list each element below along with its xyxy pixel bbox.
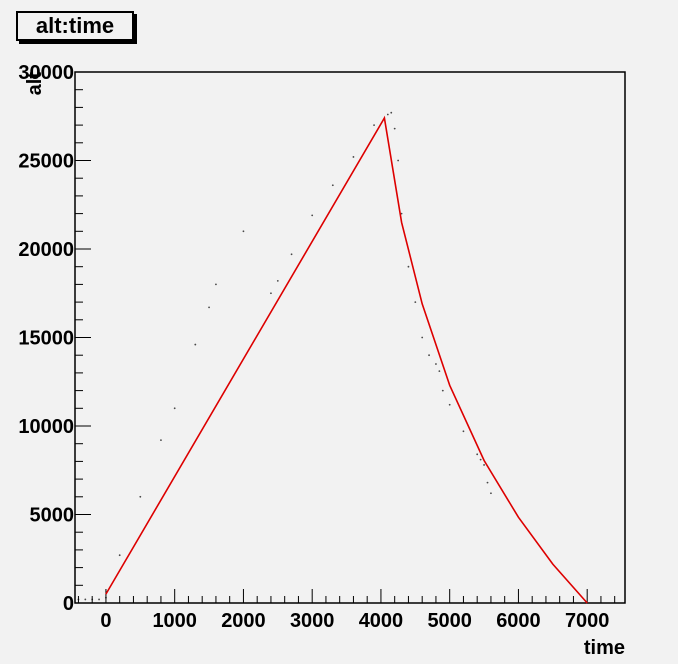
data-point (462, 430, 465, 433)
data-point (483, 464, 485, 466)
data-point (77, 598, 80, 601)
y-axis-label: alt (24, 72, 46, 96)
x-tick-label: 2000 (221, 610, 266, 632)
data-point (428, 354, 430, 357)
x-tick-label: 1000 (152, 610, 197, 632)
data-point (98, 598, 100, 601)
x-axis-ticks: 0 1000 2000 3000 4000 5000 6000 7000 (77, 589, 616, 632)
data-point (352, 156, 355, 158)
data-point (331, 184, 334, 187)
y-tick-label: 15000 (18, 328, 74, 350)
data-point (414, 301, 417, 303)
data-point (476, 453, 479, 456)
data-point (215, 283, 217, 286)
data-point (390, 111, 393, 114)
data-point (438, 370, 441, 373)
data-point (139, 495, 142, 498)
data-point (311, 214, 314, 217)
data-point (486, 481, 489, 484)
data-point (393, 127, 396, 130)
x-tick-label: 6000 (496, 610, 541, 632)
x-tick-label: 7000 (565, 610, 610, 632)
data-point (435, 363, 437, 365)
data-point (118, 554, 121, 557)
data-point (386, 113, 389, 116)
data-point (208, 306, 210, 309)
series-layer (77, 111, 588, 604)
data-point (490, 492, 492, 495)
data-point (479, 458, 482, 461)
data-point (448, 403, 451, 406)
x-tick-label: 4000 (359, 610, 404, 632)
fit-line (105, 115, 588, 604)
data-point (91, 598, 94, 601)
data-point (194, 343, 197, 346)
data-point (400, 212, 403, 215)
data-point (397, 159, 400, 162)
y-tick-label: 5000 (30, 505, 75, 527)
data-point (407, 265, 410, 268)
y-tick-label: 30000 (18, 62, 74, 84)
data-point (173, 407, 176, 410)
data-point (421, 336, 424, 339)
y-tick-label: 20000 (18, 239, 74, 261)
plot-frame (74, 71, 626, 604)
data-point (84, 598, 87, 601)
axes (74, 71, 626, 604)
y-tick-label: 25000 (18, 151, 74, 173)
y-tick-label: 10000 (18, 416, 74, 438)
y-axis-ticks: 0 5000 10000 15000 20000 25000 30000 (18, 62, 91, 615)
data-point (373, 124, 375, 126)
data-point (105, 596, 107, 599)
x-tick-label: 0 (100, 610, 111, 632)
x-tick-label: 3000 (290, 610, 335, 632)
data-point (276, 279, 279, 282)
data-point (441, 389, 444, 392)
x-tick-label: 5000 (427, 610, 472, 632)
data-point (290, 253, 293, 256)
y-tick-label: 0 (63, 593, 74, 615)
x-axis-label: time (584, 637, 625, 659)
chart-title: alt:time (16, 11, 134, 41)
data-point (270, 292, 272, 295)
data-point (242, 230, 245, 233)
data-point (160, 439, 162, 442)
